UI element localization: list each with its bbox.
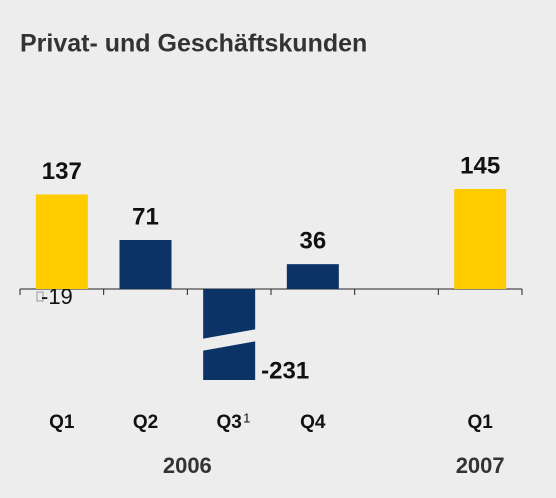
value-label: 71 bbox=[132, 203, 159, 230]
year-label: 2006 bbox=[163, 453, 212, 478]
value-label: 36 bbox=[299, 228, 326, 255]
annotation-marker bbox=[36, 291, 44, 302]
bar bbox=[119, 240, 172, 289]
x-tick-label: Q3 bbox=[216, 412, 241, 433]
bar bbox=[35, 194, 88, 289]
x-tick-label: Q1 bbox=[467, 412, 493, 433]
axis-break bbox=[201, 329, 258, 351]
x-tick-label: Q4 bbox=[300, 412, 326, 433]
x-tick-label: Q2 bbox=[133, 412, 158, 433]
chart-title: Privat- und Geschäftskunden bbox=[20, 30, 367, 58]
value-label: 137 bbox=[42, 158, 82, 185]
value-label: -231 bbox=[261, 357, 309, 384]
value-label: 145 bbox=[460, 152, 500, 179]
footnote-marker: 1 bbox=[243, 410, 250, 425]
bar bbox=[454, 188, 507, 289]
bar bbox=[286, 264, 339, 289]
x-tick-label: Q1 bbox=[49, 412, 75, 433]
year-label: 2007 bbox=[456, 453, 505, 478]
